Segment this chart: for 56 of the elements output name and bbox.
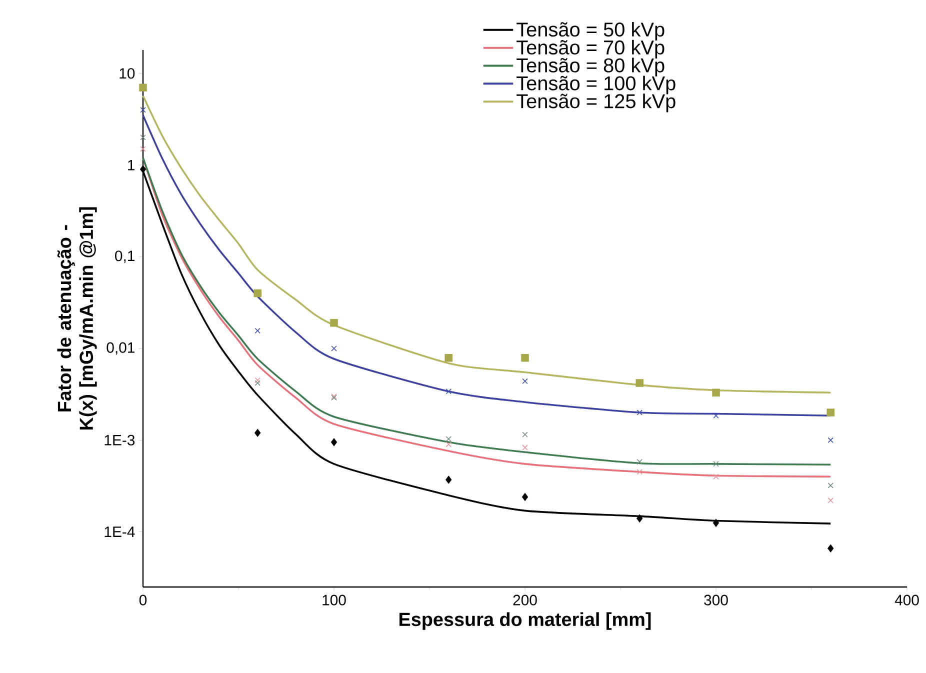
y-axis-title: Fator de atenuação - K(x) [mGy/mA.min @1m] — [57, 207, 97, 430]
point — [826, 408, 834, 416]
x-tick-label: 300 — [704, 594, 728, 606]
point — [522, 444, 528, 450]
point — [713, 474, 719, 480]
point — [140, 107, 146, 113]
point — [254, 380, 260, 386]
point — [636, 379, 644, 387]
point — [254, 377, 260, 384]
y-tick-label: 1E-3 — [104, 434, 135, 446]
x-tick-label: 0 — [139, 594, 147, 606]
y-tick-label: 1E-4 — [104, 526, 135, 537]
point — [636, 410, 642, 416]
legend-label: Tensão = 70 kVp — [516, 40, 664, 58]
point — [828, 482, 834, 488]
point — [330, 319, 338, 327]
legend-label: Tensão = 100 kVp — [516, 76, 676, 94]
point — [712, 388, 720, 396]
point — [446, 436, 452, 442]
point — [254, 428, 261, 437]
point — [636, 469, 642, 475]
point — [331, 346, 337, 352]
legend-label: Tensão = 50 kVp — [516, 22, 664, 41]
y-tick-label: 10 — [120, 68, 135, 79]
point — [446, 388, 452, 394]
y-tick-label: 1 — [128, 160, 134, 170]
x-tick-label: 400 — [894, 594, 919, 606]
y-tick-label: 0,01 — [106, 342, 134, 355]
legend-label: Tensão = 80 kVp — [516, 58, 664, 76]
point — [521, 354, 529, 362]
point — [254, 289, 262, 298]
point — [330, 438, 338, 446]
point — [139, 84, 147, 92]
point — [636, 458, 642, 465]
point — [636, 514, 643, 522]
point — [444, 354, 452, 362]
point — [140, 134, 146, 140]
point — [712, 519, 720, 527]
point — [140, 165, 146, 174]
point — [446, 476, 452, 484]
point — [522, 432, 528, 438]
point — [828, 498, 834, 504]
point — [254, 328, 260, 334]
x-tick-label: 100 — [322, 594, 346, 606]
point — [713, 461, 719, 467]
point — [446, 441, 452, 448]
legend-label: Tensão = 125 kVp — [516, 94, 676, 112]
point — [828, 437, 834, 443]
x-axis-title: Espessura do material [mm] — [400, 612, 651, 630]
point — [522, 378, 528, 384]
point — [713, 412, 719, 418]
point — [828, 544, 834, 552]
y-tick-label: 0,1 — [115, 250, 134, 263]
x-tick-label: 200 — [513, 594, 537, 606]
point — [522, 493, 528, 501]
point — [140, 146, 146, 152]
